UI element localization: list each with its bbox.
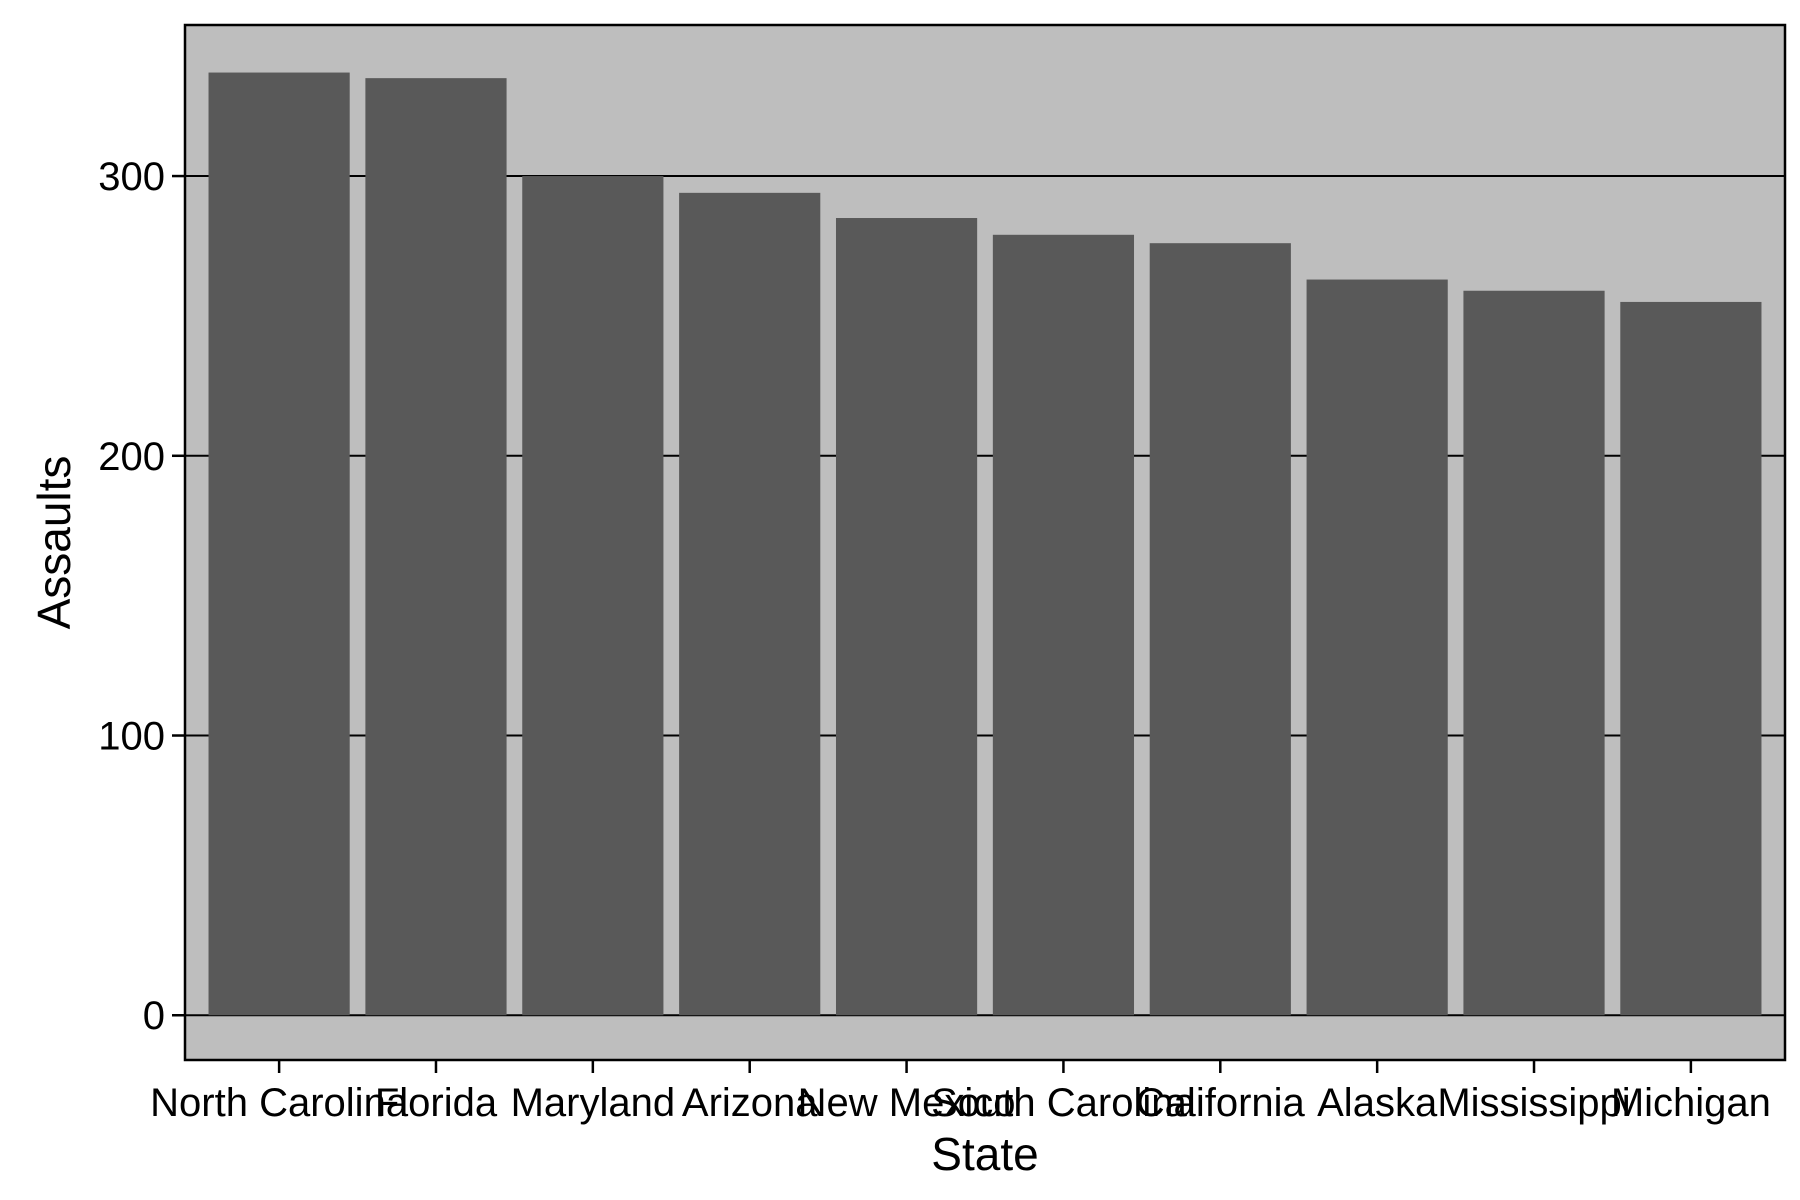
x-tick-label: Alaska [1317, 1081, 1438, 1125]
x-axis-title: State [931, 1128, 1038, 1180]
y-tick-label: 0 [143, 994, 165, 1038]
bar [365, 78, 507, 1016]
bar [1463, 290, 1605, 1016]
bar [1306, 279, 1448, 1016]
bar [835, 218, 978, 1016]
y-tick-label: 300 [98, 155, 165, 199]
y-axis: 0 100 200 300 [98, 155, 185, 1038]
bar [522, 176, 664, 1016]
x-tick-label: Maryland [511, 1081, 676, 1125]
bar [992, 234, 1135, 1016]
x-tick-label: New Mexico [798, 1081, 1016, 1125]
bar [679, 192, 821, 1016]
bar [1620, 301, 1762, 1016]
x-tick-label: Florida [375, 1081, 498, 1125]
x-tick-label: South Carolina [931, 1081, 1196, 1125]
bars [208, 72, 1762, 1016]
x-tick-label: North Carolina [150, 1081, 409, 1125]
x-tick-label: Arizona [682, 1081, 818, 1125]
x-tick-label: Mississippi [1437, 1081, 1630, 1125]
y-tick-label: 100 [98, 715, 165, 759]
bar [208, 72, 350, 1016]
y-axis-title: Assaults [28, 456, 80, 630]
x-tick-label: California [1136, 1081, 1306, 1125]
y-tick-label: 200 [98, 435, 165, 479]
bar [1149, 243, 1291, 1016]
x-tick-label: Michigan [1611, 1081, 1771, 1125]
plot-panel-frame [183, 23, 1787, 1062]
